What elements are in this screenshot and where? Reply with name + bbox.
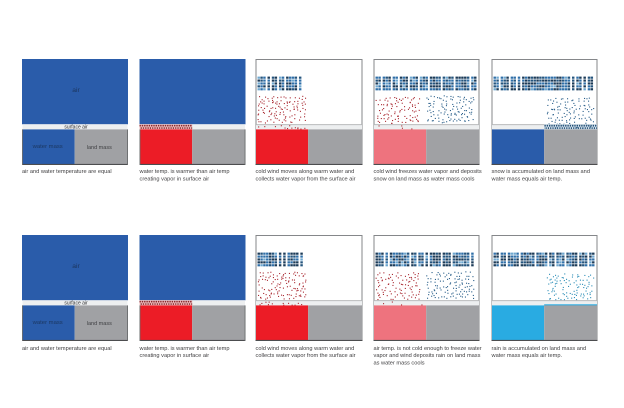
- svg-text:snow is accumulated on land ma: snow is accumulated on land mass and: [492, 169, 590, 175]
- svg-text:air and water temperature are: air and water temperature are equal: [22, 169, 112, 175]
- svg-text:air and water temperature are: air and water temperature are equal: [22, 346, 112, 352]
- svg-text:land mass: land mass: [87, 321, 112, 327]
- svg-text:water mass equals air temp.: water mass equals air temp.: [491, 353, 563, 359]
- svg-text:air temp. is not cold enough t: air temp. is not cold enough to freeze w…: [374, 346, 482, 352]
- svg-text:cold wind moves along warm wat: cold wind moves along warm water and: [256, 169, 355, 175]
- svg-text:snow on land mass as water mas: snow on land mass as water mass cools: [374, 176, 475, 182]
- svg-text:air: air: [72, 87, 80, 94]
- svg-text:creating vapor in surface air: creating vapor in surface air: [140, 353, 210, 359]
- svg-text:creating vapor in surface air: creating vapor in surface air: [140, 176, 210, 182]
- svg-text:surface air: surface air: [64, 124, 88, 130]
- svg-text:collects water vapor from the: collects water vapor from the surface ai…: [256, 353, 356, 359]
- svg-text:water mass: water mass: [32, 144, 63, 150]
- svg-text:cold wind moves along warm wat: cold wind moves along warm water and: [256, 346, 355, 352]
- svg-text:water temp. is warmer than air: water temp. is warmer than air temp: [139, 169, 230, 175]
- svg-text:air: air: [72, 263, 80, 270]
- svg-text:vapor and wind deposits rain o: vapor and wind deposits rain on land mas…: [374, 353, 481, 359]
- svg-text:land mass: land mass: [87, 145, 112, 151]
- svg-text:collects water vapor from the: collects water vapor from the surface ai…: [256, 176, 356, 182]
- svg-text:rain is accumulated on land ma: rain is accumulated on land mass and: [492, 346, 587, 352]
- svg-text:cold wind freezes water vapor: cold wind freezes water vapor and deposi…: [374, 169, 482, 175]
- svg-text:water mass: water mass: [32, 320, 63, 326]
- svg-text:as water mass cools: as water mass cools: [374, 360, 425, 366]
- svg-text:surface air: surface air: [64, 300, 88, 306]
- svg-text:water mass equals air temp.: water mass equals air temp.: [491, 176, 563, 182]
- svg-text:water temp. is warmer than air: water temp. is warmer than air temp: [139, 346, 230, 352]
